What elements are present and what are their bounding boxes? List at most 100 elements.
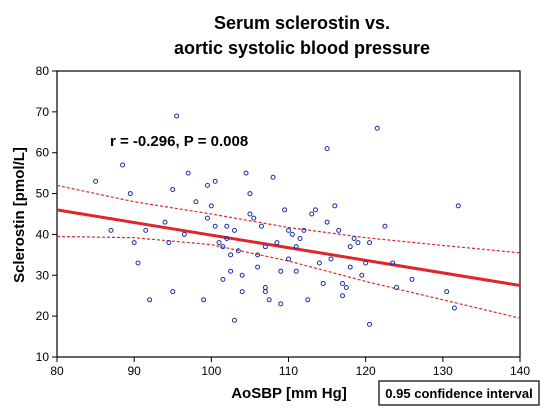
data-point (343, 285, 349, 291)
data-point (174, 113, 180, 119)
data-point (216, 240, 222, 246)
data-point (367, 321, 373, 327)
legend-box (378, 380, 540, 406)
x-tick-label: 110 (279, 364, 298, 378)
data-point (293, 244, 299, 250)
data-point (301, 227, 307, 233)
regression-line (56, 208, 521, 287)
data-point (374, 125, 380, 131)
data-point (147, 297, 153, 303)
data-point (455, 203, 461, 209)
data-point (293, 268, 299, 274)
data-point (93, 178, 99, 184)
data-point (336, 227, 342, 233)
data-point (451, 305, 457, 311)
y-tick-label: 20 (36, 309, 50, 323)
data-point (262, 244, 268, 250)
data-point (228, 252, 234, 258)
data-point (297, 236, 303, 242)
data-point (239, 289, 245, 295)
data-point (127, 191, 133, 197)
data-point (170, 289, 176, 295)
data-point (274, 240, 280, 246)
data-point (359, 272, 365, 278)
data-point (262, 289, 268, 295)
data-point (204, 215, 210, 221)
x-tick-label: 90 (127, 364, 141, 378)
data-point (201, 297, 207, 303)
data-point (305, 297, 311, 303)
data-point (231, 227, 237, 233)
data-point (320, 280, 326, 286)
y-tick-label: 50 (36, 187, 50, 201)
x-tick-label: 80 (50, 364, 64, 378)
legend: 0.95 confidence interval (378, 380, 540, 406)
x-tick-label: 120 (356, 364, 376, 378)
data-point (235, 248, 241, 254)
data-point (328, 256, 334, 262)
data-point (208, 203, 214, 209)
data-point (262, 285, 268, 291)
plot-area: 80 90 100 110 120 130 140 10 20 30 40 50 60 70 80 (36, 64, 531, 378)
data-point (367, 240, 373, 246)
data-point (332, 203, 338, 209)
data-point (347, 244, 353, 250)
plot-frame (56, 70, 521, 358)
data-point (212, 223, 218, 229)
data-point (170, 186, 176, 192)
data-point (255, 252, 261, 258)
data-point (270, 174, 276, 180)
data-point (316, 260, 322, 266)
data-point (131, 240, 137, 246)
data-point (243, 170, 249, 176)
y-tick-label: 60 (36, 146, 50, 160)
ci-upper-line (56, 184, 521, 254)
x-axis-label: AoSBP [mm Hg] (231, 385, 347, 402)
data-point (340, 280, 346, 286)
data-point (231, 317, 237, 323)
data-point (255, 264, 261, 270)
data-point (355, 240, 361, 246)
y-tick-label: 40 (36, 227, 50, 241)
data-point (239, 272, 245, 278)
y-axis-label: Sclerostin [pmol/L] (11, 147, 28, 283)
data-point (181, 231, 187, 237)
data-point (224, 236, 230, 242)
data-point (313, 207, 319, 213)
data-point (251, 215, 257, 221)
data-point (309, 211, 315, 217)
y-tick-label: 70 (36, 105, 50, 119)
data-point (224, 223, 230, 229)
chart-title-line-2: aortic systolic blood pressure (174, 38, 430, 58)
data-point (394, 285, 400, 291)
data-point (286, 256, 291, 262)
data-point (228, 268, 234, 274)
data-point (220, 244, 226, 250)
data-point (324, 146, 330, 152)
data-point (258, 223, 264, 229)
data-point (409, 276, 415, 282)
data-point (390, 260, 396, 266)
data-point (108, 227, 114, 233)
data-point (162, 219, 168, 225)
data-point (289, 231, 295, 237)
data-point (351, 236, 357, 242)
data-point (278, 301, 284, 307)
data-point (363, 260, 369, 266)
x-tick-label: 140 (510, 364, 530, 378)
data-point (166, 240, 172, 246)
data-point (193, 199, 199, 205)
data-point (204, 182, 210, 188)
data-point (143, 227, 149, 233)
data-point (220, 276, 226, 282)
chart-title-line-1: Serum sclerostin vs. (214, 13, 390, 33)
data-point (266, 297, 272, 303)
data-point (347, 264, 353, 270)
data-point (247, 211, 253, 217)
y-tick-label: 10 (36, 350, 50, 364)
data-point (340, 293, 346, 299)
data-point (324, 219, 330, 225)
data-point (120, 162, 126, 168)
data-point (278, 268, 284, 274)
